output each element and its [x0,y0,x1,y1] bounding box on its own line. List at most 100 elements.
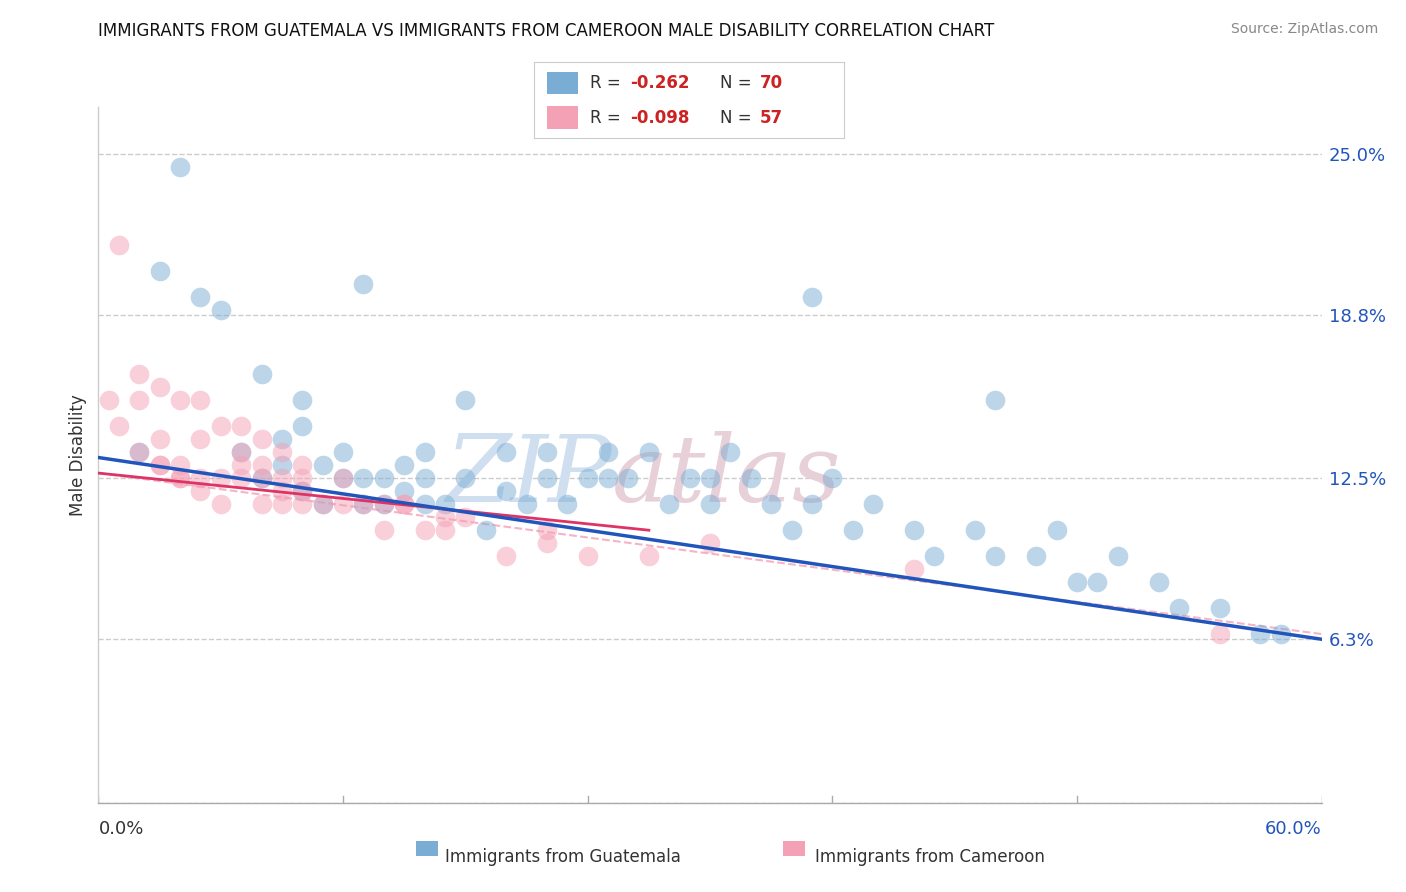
Point [373,523,395,537]
Point [270,433,294,447]
Point [231,445,253,459]
Point [801,289,824,303]
Point [332,445,354,459]
Point [495,549,517,564]
Point [270,458,294,473]
Point [291,419,314,434]
Point [984,393,1007,408]
Text: 70: 70 [761,74,783,92]
Point [984,549,1007,564]
Point [352,471,374,485]
Point [149,458,172,473]
Point [1066,575,1088,590]
Point [149,263,172,277]
Point [332,497,354,511]
Point [312,497,335,511]
Point [128,445,150,459]
Point [270,471,294,485]
Point [149,458,172,473]
Point [413,471,436,485]
Point [392,458,416,473]
Text: -0.098: -0.098 [630,109,689,127]
Point [392,497,416,511]
Point [188,393,212,408]
Point [188,484,212,499]
Point [780,523,803,537]
Point [922,549,945,564]
Text: ZIP: ZIP [446,431,612,521]
Point [270,445,294,459]
Point [434,510,457,524]
Point [231,419,253,434]
Point [209,497,232,511]
Point [434,497,457,511]
Point [761,497,783,511]
Point [312,458,335,473]
Point [1249,627,1271,641]
Point [373,471,395,485]
Point [474,523,498,537]
Point [169,471,191,485]
Text: Immigrants from Cameroon: Immigrants from Cameroon [815,848,1045,866]
Point [454,510,477,524]
Point [516,497,538,511]
Point [740,471,762,485]
Point [576,549,599,564]
Text: Immigrants from Guatemala: Immigrants from Guatemala [446,848,681,866]
Point [169,160,191,174]
Point [169,458,191,473]
Point [495,484,517,499]
Point [250,471,273,485]
Point [862,497,884,511]
Point [392,484,416,499]
Point [231,471,253,485]
Text: R =: R = [591,109,626,127]
Point [373,497,395,511]
Point [291,471,314,485]
Text: -0.262: -0.262 [630,74,690,92]
Point [209,302,232,317]
Point [250,471,273,485]
Point [209,419,232,434]
Point [801,497,824,511]
Point [1270,627,1292,641]
Point [679,471,702,485]
Point [250,368,273,382]
Point [270,497,294,511]
Y-axis label: Male Disability: Male Disability [69,394,87,516]
Point [903,562,925,576]
Point [1045,523,1069,537]
Point [188,289,212,303]
Point [188,433,212,447]
Point [495,445,517,459]
Point [1209,627,1232,641]
Point [250,433,273,447]
Point [97,393,120,408]
Point [188,471,212,485]
Text: IMMIGRANTS FROM GUATEMALA VS IMMIGRANTS FROM CAMEROON MALE DISABILITY CORRELATIO: IMMIGRANTS FROM GUATEMALA VS IMMIGRANTS … [98,22,994,40]
Point [617,471,640,485]
Point [270,484,294,499]
Point [1167,601,1189,615]
Point [149,433,172,447]
Point [903,523,925,537]
Text: N =: N = [720,74,756,92]
Point [332,471,354,485]
Point [1107,549,1129,564]
Point [720,445,742,459]
Point [169,393,191,408]
Point [841,523,863,537]
Text: N =: N = [720,109,756,127]
Point [128,368,150,382]
Point [149,380,172,394]
Point [1025,549,1047,564]
Point [699,497,721,511]
Point [536,445,558,459]
Point [454,393,477,408]
Point [413,445,436,459]
Point [352,277,374,291]
Point [250,458,273,473]
Point [128,393,150,408]
Bar [547,106,578,129]
Point [128,445,150,459]
